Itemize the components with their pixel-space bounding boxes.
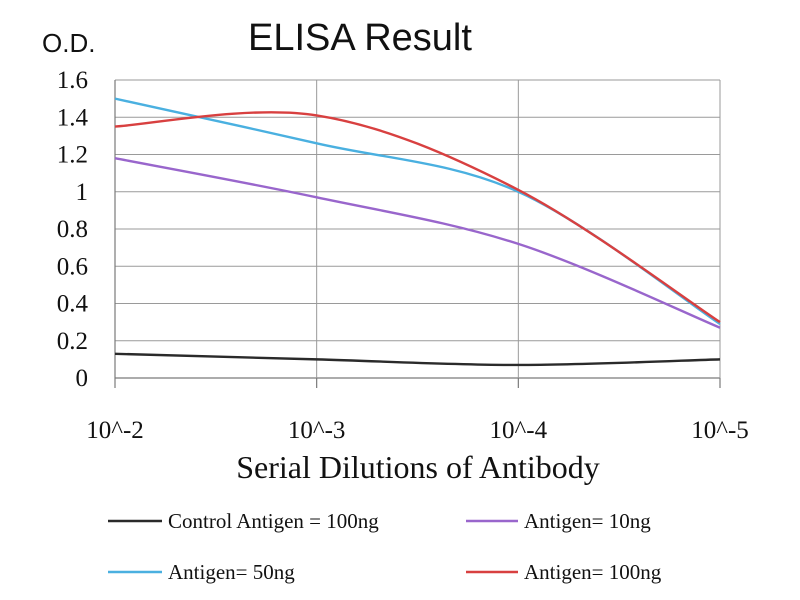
chart-title: ELISA Result	[248, 17, 472, 59]
y-tick-label: 0.2	[57, 328, 88, 355]
series-line	[114, 111, 721, 324]
y-tick-label: 1.6	[57, 67, 88, 94]
series-line	[114, 157, 721, 329]
legend-label: Control Antigen = 100ng	[168, 509, 379, 533]
x-axis-label: Serial Dilutions of Antibody	[236, 449, 600, 485]
x-tick-label: 10^-5	[691, 417, 749, 444]
legend-label: Antigen= 100ng	[524, 560, 662, 584]
y-tick-label: 0.8	[57, 216, 88, 243]
x-tick-label: 10^-2	[86, 417, 144, 444]
series-line	[114, 352, 721, 367]
y-tick-label: 0.4	[57, 291, 89, 318]
legend: Control Antigen = 100ng Antigen= 10ng Anti…	[108, 509, 662, 584]
x-tick-label: 10^-4	[490, 417, 548, 444]
x-tick-labels: 10^-2 10^-3 10^-4 10^-5	[86, 417, 749, 444]
y-tick-label: 1	[76, 179, 89, 206]
series-line	[114, 97, 721, 325]
y-tick-label: 1.2	[57, 142, 88, 169]
series-layer	[114, 97, 721, 367]
legend-label: Antigen= 50ng	[168, 560, 295, 584]
y-tick-labels: 0 0.2 0.4 0.6 0.8 1 1.2 1.4 1.6	[57, 67, 89, 392]
y-axis-label: O.D.	[42, 28, 95, 58]
y-tick-label: 0.6	[57, 253, 88, 280]
y-tick-label: 1.4	[57, 104, 89, 131]
legend-label: Antigen= 10ng	[524, 509, 651, 533]
y-tick-label: 0	[76, 365, 89, 392]
grid-layer	[114, 79, 721, 388]
x-tick-label: 10^-3	[288, 417, 346, 444]
